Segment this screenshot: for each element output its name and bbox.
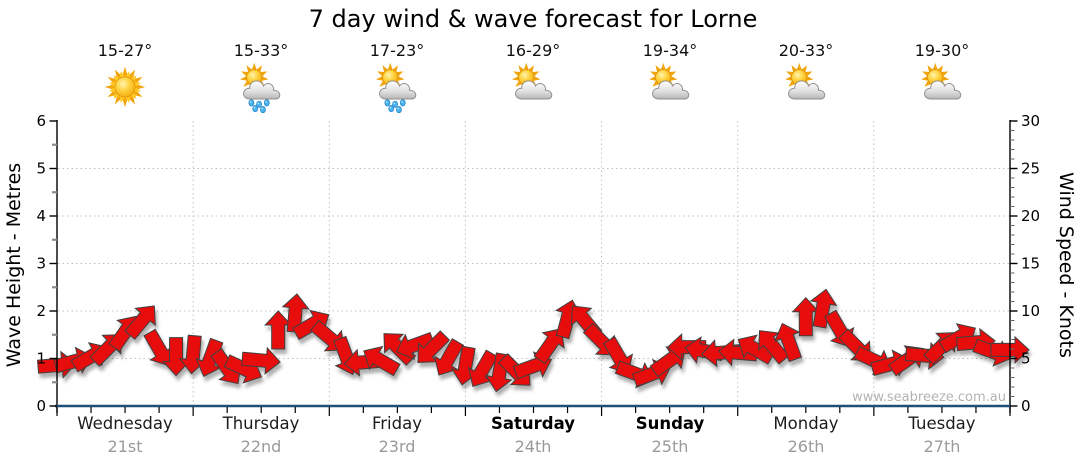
day-name: Thursday (222, 414, 300, 433)
wind-arrow (264, 310, 293, 350)
wind-arrow (417, 330, 451, 363)
wind-arrow (791, 296, 820, 337)
day-label-monday: Monday 26th (738, 414, 874, 456)
day-name: Wednesday (77, 414, 173, 433)
left-tick-label: 5 (36, 160, 46, 178)
weather-icon-cell (602, 61, 738, 113)
left-tick-label: 2 (36, 302, 46, 320)
right-axis-ticks: 0 5 10 15 20 25 30 (1010, 112, 1040, 415)
wind-arrow (773, 322, 803, 363)
left-tick-label: 1 (36, 350, 46, 368)
day-label-thursday: Thursday 22nd (193, 414, 329, 456)
day-date: 22nd (240, 437, 282, 456)
day-label-friday: Friday 23rd (329, 414, 465, 456)
wind-arrow (124, 305, 156, 340)
left-tick-label: 6 (36, 112, 46, 130)
partly-cloudy-icon (785, 62, 826, 100)
temperature-range: 19-34° (642, 41, 698, 60)
right-tick-label: 15 (1021, 255, 1040, 273)
wind-arrow (433, 338, 465, 376)
day-label-saturday: Saturday 24th (465, 414, 601, 456)
temperature-range: 17-23° (369, 41, 425, 60)
day-name: Monday (773, 414, 839, 433)
right-tick-label: 10 (1021, 302, 1040, 320)
day-name: Sunday (635, 414, 705, 433)
wind-arrow (143, 328, 174, 367)
day-date: 23rd (378, 437, 416, 456)
weather-icon-cell (465, 61, 601, 113)
left-tick-label: 4 (36, 207, 46, 225)
sunny-icon (104, 66, 146, 108)
temperature-range: 16-29° (505, 41, 561, 60)
sun-showers-icon (376, 62, 417, 113)
watermark: www.seabreeze.com.au (852, 390, 1006, 405)
day-summary-saturday: 16-29° (465, 41, 601, 113)
day-summary-monday: 20-33° (738, 41, 874, 113)
left-axis-ticks: 0 1 2 3 4 5 6 (36, 112, 57, 415)
bottom-axis-ticks (56, 407, 1011, 416)
day-name: Friday (371, 414, 422, 433)
day-summary-wednesday: 15-27° (57, 41, 193, 113)
weather-icon-cell (193, 61, 329, 113)
wind-arrow (533, 328, 565, 365)
weather-icon-cell (738, 61, 874, 113)
day-summary-tuesday: 19-30° (874, 41, 1010, 113)
left-tick-label: 0 (36, 397, 46, 415)
wind-arrow-series (36, 288, 1030, 393)
day-date: 21st (107, 437, 143, 456)
sun-showers-icon (240, 62, 281, 113)
right-tick-label: 20 (1021, 207, 1040, 225)
temperature-range: 19-30° (914, 41, 970, 60)
weather-icon-cell (874, 61, 1010, 113)
day-date: 27th (923, 437, 961, 456)
right-tick-label: 30 (1021, 112, 1040, 130)
partly-cloudy-icon (921, 62, 962, 100)
wind-arrow (809, 288, 838, 329)
wind-arrow (241, 346, 281, 375)
wind-arrow (363, 345, 401, 377)
day-summary-thursday: 15-33° (193, 41, 329, 113)
right-tick-label: 25 (1021, 160, 1040, 178)
day-summary-friday: 17-23° (329, 41, 465, 113)
partly-cloudy-icon (512, 62, 553, 100)
day-summary-sunday: 19-34° (602, 41, 738, 113)
weather-icon-cell (329, 61, 465, 113)
day-date: 26th (787, 437, 825, 456)
page-title: 7 day wind & wave forecast for Lorne (308, 5, 758, 33)
day-name: Tuesday (908, 414, 976, 433)
weather-icon-cell (57, 61, 193, 113)
partly-cloudy-icon (649, 62, 690, 100)
left-tick-label: 3 (36, 255, 46, 273)
day-label-tuesday: Tuesday 27th (874, 414, 1010, 456)
right-tick-label: 0 (1021, 397, 1031, 415)
day-date: 24th (514, 437, 552, 456)
right-tick-label: 5 (1021, 350, 1031, 368)
day-label-sunday: Sunday 25th (602, 414, 738, 456)
temperature-range: 20-33° (778, 41, 834, 60)
day-date: 25th (651, 437, 689, 456)
wind-arrow (395, 331, 436, 361)
temperature-range: 15-27° (97, 41, 153, 60)
day-label-wednesday: Wednesday 21st (57, 414, 193, 456)
wind-arrow (467, 349, 499, 387)
temperature-range: 15-33° (233, 41, 289, 60)
wind-arrow (195, 337, 224, 378)
day-name: Saturday (491, 414, 575, 433)
wind-arrow (291, 309, 330, 341)
